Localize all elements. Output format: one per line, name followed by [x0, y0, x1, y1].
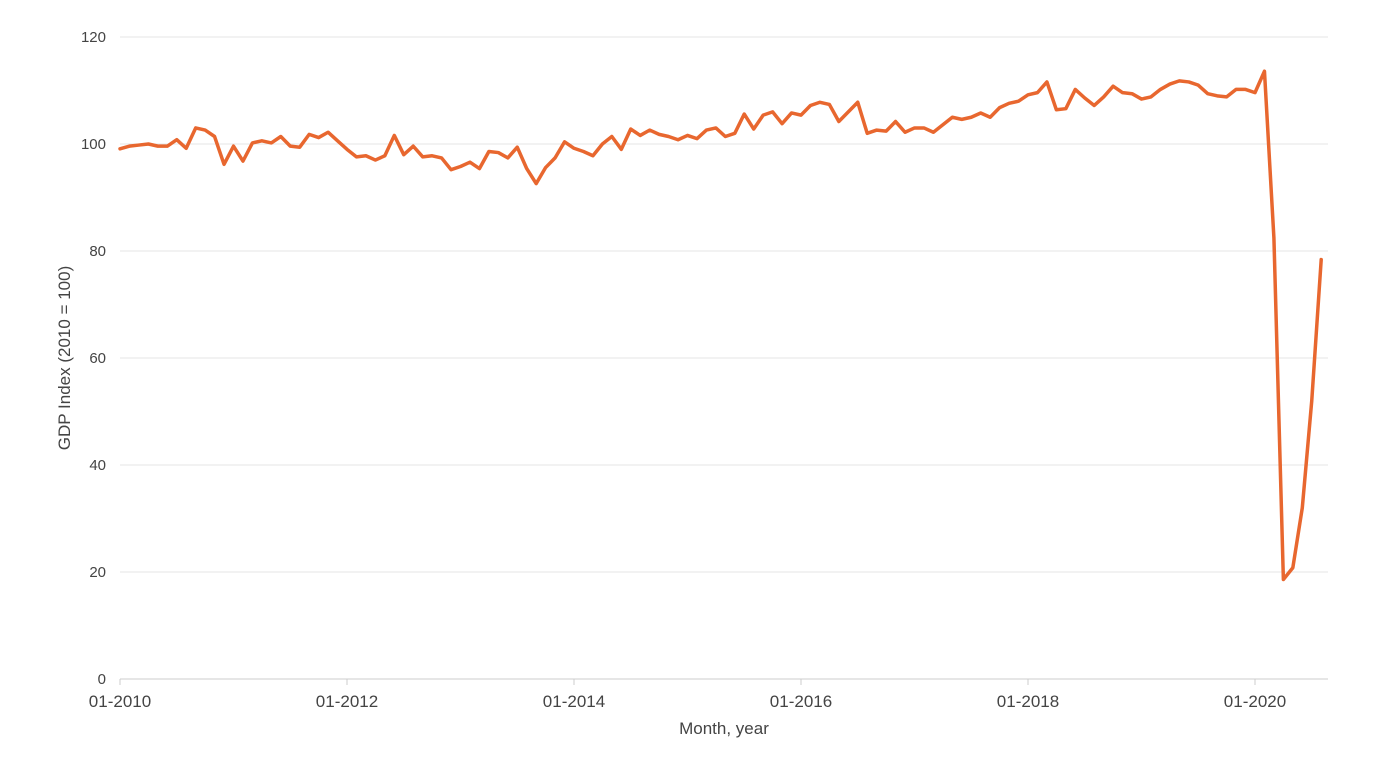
y-gridlines [120, 36, 1328, 573]
y-tick-label: 0 [98, 671, 106, 688]
x-tick-label: 01-2012 [316, 692, 378, 711]
y-tick-label: 100 [81, 136, 106, 153]
y-tick-label: 20 [89, 564, 106, 581]
y-tick-label: 60 [89, 350, 106, 367]
x-tick-label: 01-2020 [1224, 692, 1286, 711]
y-tick-label: 120 [81, 29, 106, 46]
y-tick-label: 80 [89, 243, 106, 260]
x-tick-label: 01-2018 [997, 692, 1059, 711]
y-axis-title: GDP Index (2010 = 100) [55, 266, 74, 450]
y-tick-label: 40 [89, 457, 106, 474]
gdp-series-line [118, 69, 1323, 582]
x-axis-ticks: 01-2010 01-2012 01-2014 01-2016 01-2018 01-20… [89, 679, 1286, 711]
y-axis-ticks: 0 20 40 60 80 100 120 [81, 29, 106, 688]
x-tick-label: 01-2014 [543, 692, 605, 711]
x-tick-label: 01-2016 [770, 692, 832, 711]
x-tick-label: 01-2010 [89, 692, 151, 711]
x-axis-title: Month, year [679, 719, 769, 738]
